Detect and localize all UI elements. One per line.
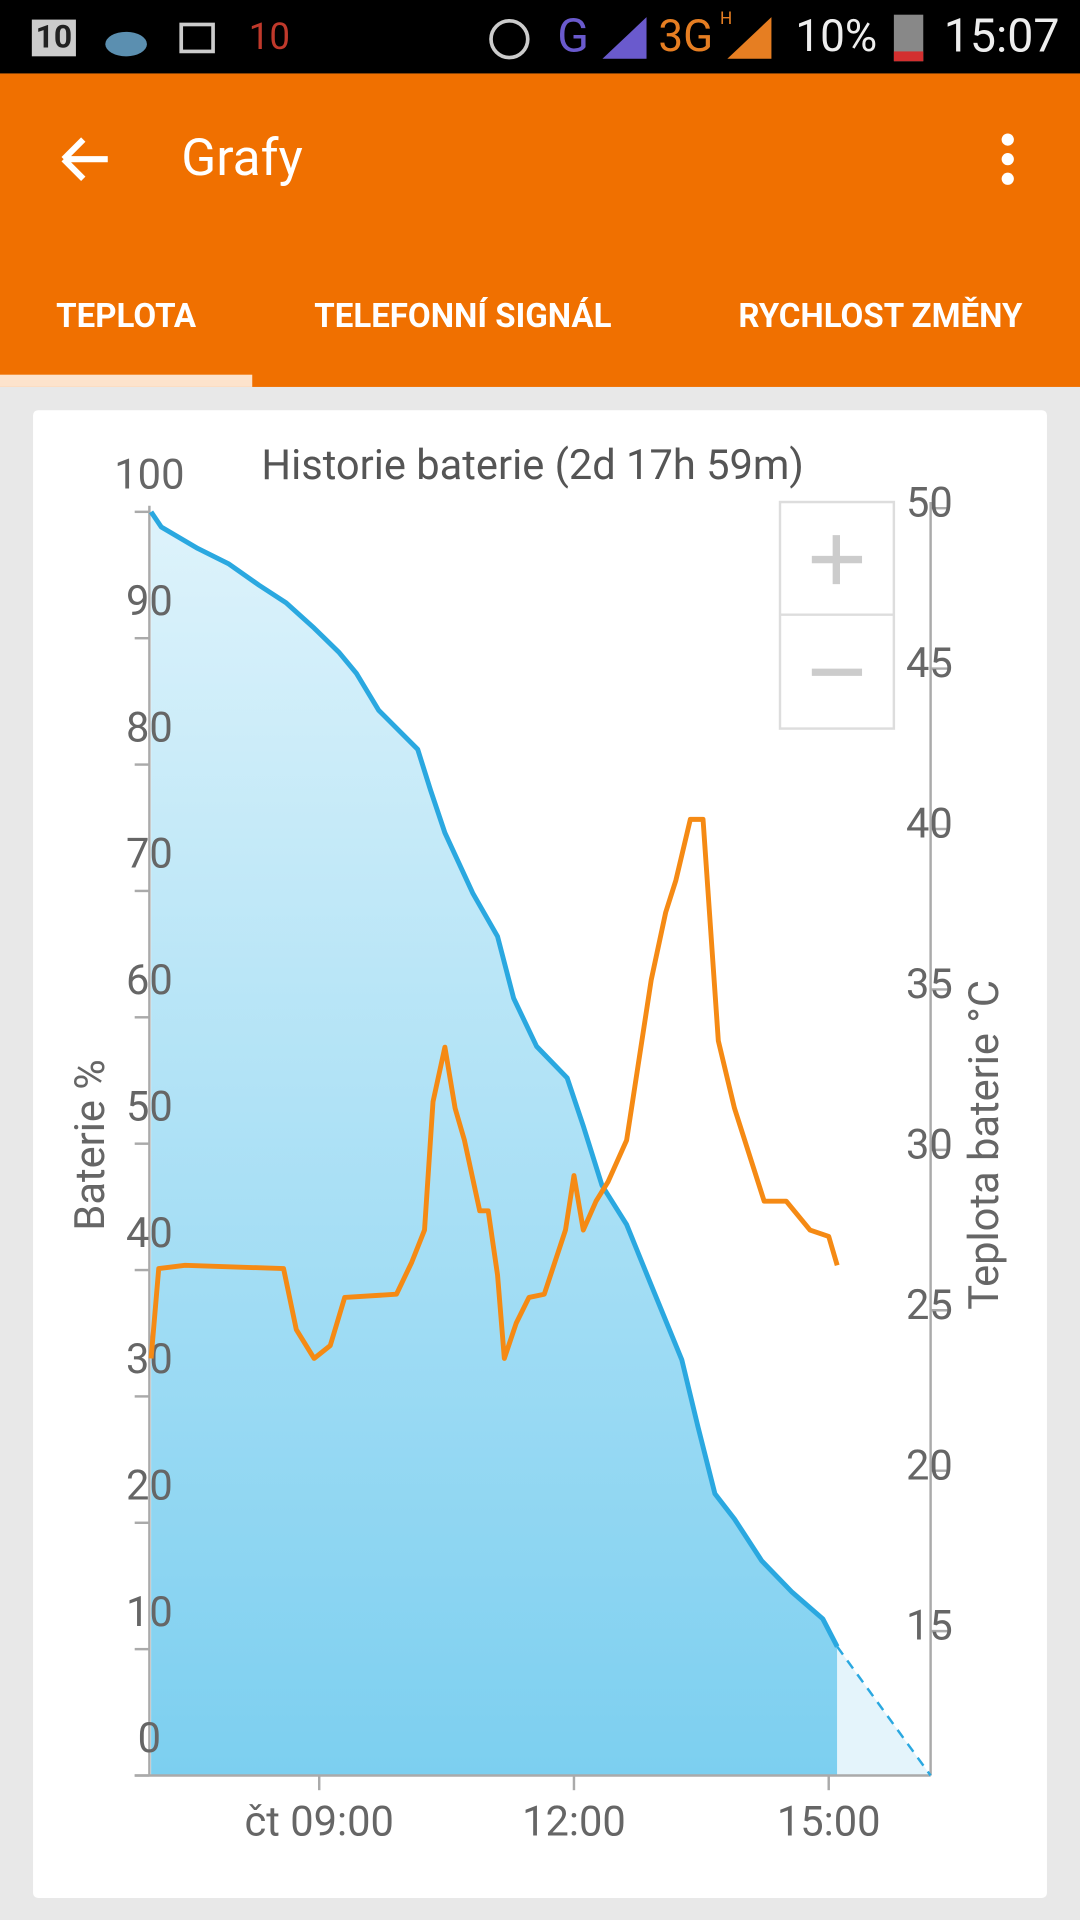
- y2-tick-label: 40: [906, 800, 953, 849]
- y-tick-label: 70: [126, 830, 173, 879]
- y-tick-label: 60: [126, 956, 173, 1005]
- x-tick-label: 15:00: [777, 1797, 881, 1846]
- y-tick-label: 100: [114, 451, 184, 500]
- y-tick-label: 10: [126, 1588, 173, 1637]
- notification-count: 10: [249, 15, 290, 58]
- tab-indicator: [0, 374, 253, 387]
- y-tick-label: 20: [126, 1461, 173, 1510]
- battery-percent: 10%: [795, 10, 877, 62]
- signal-icon-2: [727, 17, 772, 59]
- y-tick-label: 0: [138, 1714, 161, 1763]
- y-tick-label: 40: [126, 1209, 173, 1258]
- app-title: Grafy: [181, 127, 303, 188]
- zoom-controls: [778, 500, 896, 730]
- zoom-in[interactable]: [811, 535, 863, 585]
- chart-title: Historie baterie (2d 17h 59m): [261, 441, 803, 490]
- y2-axis-label: Teplota baterie °C: [960, 980, 1009, 1310]
- x-tick-label: 12:00: [522, 1797, 626, 1846]
- badge-icon: [31, 19, 76, 57]
- series-line: [148, 816, 840, 1361]
- series-line: [836, 1645, 932, 1777]
- back-button[interactable]: [61, 137, 108, 181]
- y2-tick-label: 50: [906, 479, 953, 528]
- y2-tick-label: 45: [906, 639, 953, 688]
- y-tick-label: 80: [126, 703, 173, 752]
- y2-tick-label: 15: [906, 1602, 953, 1651]
- alarm-icon: [489, 18, 530, 60]
- app-bar: [0, 73, 1080, 387]
- y2-tick-label: 25: [906, 1281, 953, 1330]
- y-tick-label: 90: [126, 577, 173, 626]
- badge-text: 10: [36, 18, 73, 56]
- y-tick-label: 50: [126, 1082, 173, 1131]
- tab[interactable]: RYCHLOST ZMĚNY: [738, 297, 1023, 336]
- image-icon: [179, 22, 215, 54]
- weather-icon: [105, 31, 147, 57]
- area: [837, 1646, 931, 1776]
- battery-level: [893, 51, 924, 62]
- plot: 0 10 20 30 40 50 60 70 80 90 100 15 20 25 30 35 40 45 50 čt…: [114, 451, 952, 1847]
- x-tick-label: čt 09:00: [245, 1797, 394, 1846]
- series-line: [149, 510, 840, 1648]
- menu-button[interactable]: [1001, 133, 1014, 185]
- network2-label: 3G: [658, 10, 713, 62]
- y2-tick-label: 30: [906, 1120, 953, 1169]
- y-tick-label: 30: [126, 1335, 173, 1384]
- tab[interactable]: TELEFONNÍ SIGNÁL: [314, 296, 611, 336]
- network2-sup: H: [720, 9, 732, 29]
- tab[interactable]: TEPLOTA: [56, 297, 197, 336]
- y2-tick-label: 20: [906, 1441, 953, 1490]
- area: [151, 511, 838, 1776]
- network-label: G: [557, 9, 589, 63]
- y2-tick-label: 35: [906, 960, 953, 1009]
- clock: 15:07: [944, 9, 1060, 63]
- y-axis-label: Baterie %: [66, 1059, 115, 1230]
